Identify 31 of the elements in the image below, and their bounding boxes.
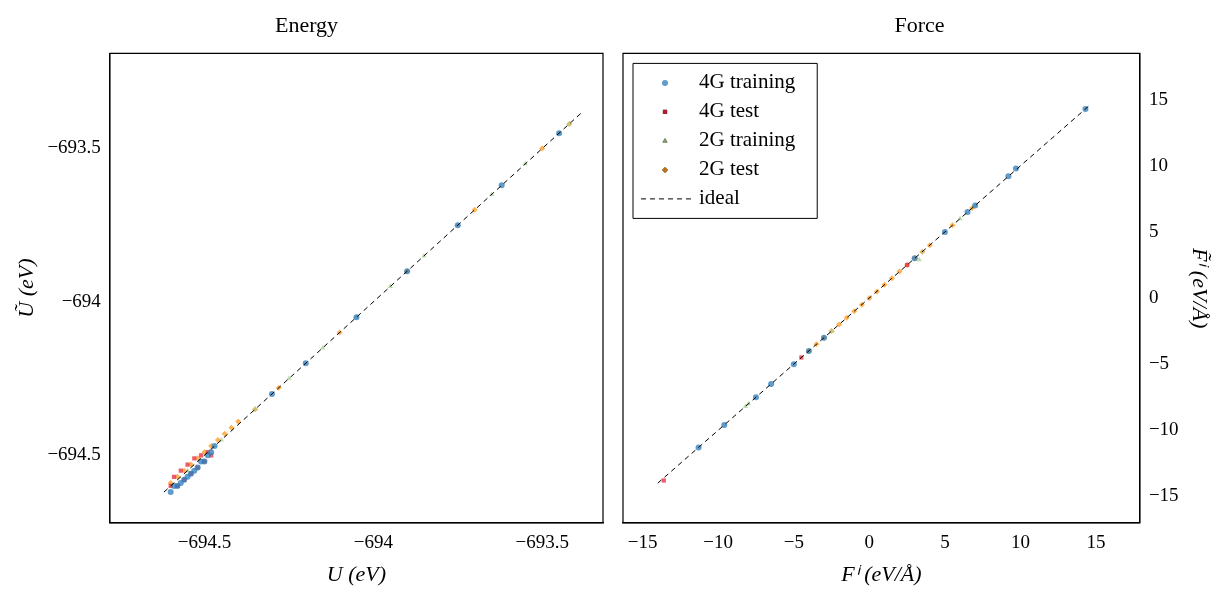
y-tick-label: −694 [61, 289, 102, 311]
x-tick-label: 5 [940, 531, 950, 553]
chart-title: Force [894, 11, 945, 37]
x-axis-title: Fⁱ (eV/Å) [840, 560, 922, 586]
legend-label: 4G training [699, 69, 796, 94]
y-axis-title: Ũ (eV) [12, 258, 38, 318]
y-tick-label: −693.5 [47, 136, 101, 158]
chart-title: Energy [274, 11, 339, 37]
legend-label: 2G training [699, 127, 796, 152]
y2-tick-label: 10 [1148, 153, 1168, 175]
y2-tick-label: −15 [1148, 484, 1179, 506]
y-tick-label: −694.5 [47, 443, 101, 465]
x-tick-label: −694.5 [177, 531, 232, 553]
y2-tick-label: −10 [1148, 418, 1179, 440]
y2-tick-label: 15 [1148, 87, 1168, 109]
legend-label: 2G test [699, 156, 760, 181]
x-tick-label: −15 [627, 531, 658, 553]
x-tick-label: −694 [353, 531, 394, 553]
x-tick-label: −10 [703, 531, 734, 553]
x-tick-label: −5 [783, 531, 804, 553]
x-tick-label: −693.5 [515, 531, 569, 553]
legend-label: 4G test [699, 98, 760, 123]
y2-tick-label: 0 [1148, 286, 1159, 307]
legend-label: ideal [699, 185, 740, 210]
x-axis-title: U (eV) [326, 560, 387, 586]
y2-tick-label: 5 [1148, 219, 1159, 241]
x-tick-label: 10 [1010, 531, 1030, 553]
x-tick-label: 15 [1086, 531, 1106, 553]
y2-tick-label: −5 [1148, 352, 1170, 374]
y2-axis-title: F̃ⁱ (eV/Å) [1188, 246, 1214, 329]
x-tick-label: 0 [864, 531, 875, 553]
